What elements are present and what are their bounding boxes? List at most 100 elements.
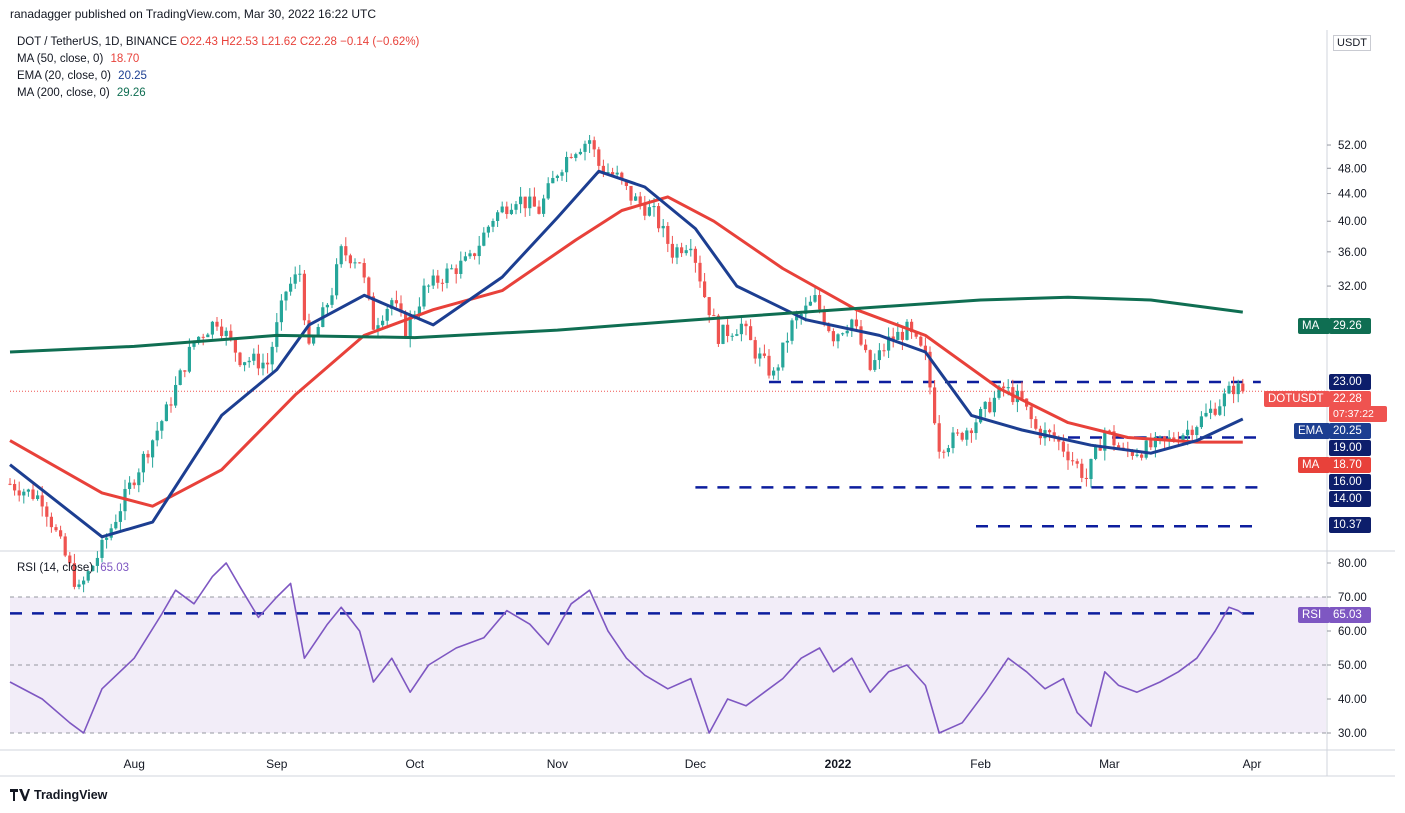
candle <box>1227 381 1231 395</box>
candle <box>95 551 99 573</box>
candle-body <box>693 248 697 263</box>
candle-body <box>785 340 789 343</box>
candle <box>528 188 532 216</box>
rsi-tick-label: 40.00 <box>1338 694 1367 706</box>
candle <box>279 294 283 331</box>
candle-body <box>473 253 477 257</box>
price-tick-label: 32.00 <box>1338 281 1367 293</box>
candle-body <box>344 246 348 256</box>
candle <box>891 327 895 348</box>
candle-body <box>459 260 463 274</box>
rsi-tick-label: 80.00 <box>1338 558 1367 570</box>
candle <box>712 308 716 317</box>
candle <box>841 332 845 336</box>
candle-body <box>1236 383 1240 395</box>
candle <box>1029 403 1033 429</box>
candle-body <box>59 530 63 537</box>
candle <box>321 302 325 328</box>
candle-body <box>804 305 808 314</box>
candle <box>109 523 113 541</box>
candle <box>376 317 380 339</box>
candle-body <box>1006 387 1010 389</box>
candle-body <box>91 565 95 572</box>
candle-body <box>1061 441 1065 452</box>
candle <box>542 194 546 217</box>
currency-badge[interactable]: USDT <box>1333 35 1371 51</box>
axes: 28.0032.0036.0040.0044.0048.0052.0030.00… <box>124 140 1367 771</box>
candle-body <box>302 273 306 321</box>
candle-body <box>330 295 334 305</box>
candle <box>45 501 49 527</box>
candle <box>1071 452 1075 466</box>
candle <box>1089 458 1093 488</box>
candle <box>767 349 771 379</box>
time-tick-label: Aug <box>124 757 145 771</box>
candle-body <box>183 370 187 372</box>
candle-body <box>891 336 895 340</box>
candle-body <box>638 196 642 204</box>
candle-body <box>684 250 688 254</box>
candle-body <box>266 362 270 365</box>
candle <box>887 327 891 359</box>
ma50-tag-label: MA <box>1298 457 1330 473</box>
candle-body <box>509 209 513 215</box>
candle-body <box>220 326 224 337</box>
candle-body <box>822 309 826 324</box>
candle-body <box>620 172 624 181</box>
candle <box>1204 403 1208 418</box>
candle-body <box>772 370 776 376</box>
candle-body <box>1066 451 1070 461</box>
candle-body <box>670 243 674 258</box>
candle <box>836 333 840 349</box>
candle-body <box>758 353 762 359</box>
candle-body <box>896 331 900 340</box>
symbol-label: DOT / TetherUS, 1D, BINANCE <box>17 36 177 48</box>
candle <box>1075 458 1079 469</box>
candle-body <box>836 334 840 342</box>
candle-body <box>1098 446 1102 451</box>
candle <box>693 246 697 273</box>
candle-body <box>923 345 927 352</box>
candle-body <box>1227 385 1231 394</box>
candle-body <box>1167 437 1171 440</box>
candle-body <box>100 539 104 558</box>
time-tick-label: Apr <box>1243 757 1262 771</box>
candle-body <box>578 151 582 155</box>
published-text: ranadagger published on TradingView.com,… <box>10 7 377 21</box>
tradingview-logo[interactable]: TradingView <box>10 788 107 802</box>
candle <box>569 153 573 159</box>
candle <box>59 525 63 539</box>
candle-body <box>555 175 559 178</box>
candle-body <box>721 324 725 344</box>
candle-body <box>307 320 311 344</box>
candle-body <box>560 172 564 176</box>
candle-body <box>1153 436 1157 448</box>
candle <box>574 152 578 162</box>
candle-body <box>956 432 960 434</box>
price-tick-label: 36.00 <box>1338 247 1367 259</box>
ohlc-high: H22.53 <box>221 36 259 48</box>
ma200-tag-value: 29.26 <box>1329 318 1371 334</box>
candle-body <box>31 489 35 499</box>
candle-body <box>597 149 601 166</box>
candle <box>252 348 256 366</box>
candle-body <box>873 360 877 370</box>
candle <box>362 258 366 284</box>
candle-body <box>887 336 891 351</box>
candle <box>643 195 647 221</box>
candle <box>804 297 808 322</box>
candle <box>247 356 251 368</box>
tradingview-icon <box>10 789 30 801</box>
candle-body <box>238 352 242 366</box>
candle-body <box>680 247 684 254</box>
candle-body <box>206 334 210 338</box>
candle <box>877 343 881 370</box>
candle-body <box>776 367 780 371</box>
candle-body <box>486 226 490 233</box>
candle-body <box>404 312 408 338</box>
candle <box>992 391 996 417</box>
candle-body <box>514 204 518 210</box>
candle <box>657 203 661 233</box>
candle-body <box>252 353 256 361</box>
